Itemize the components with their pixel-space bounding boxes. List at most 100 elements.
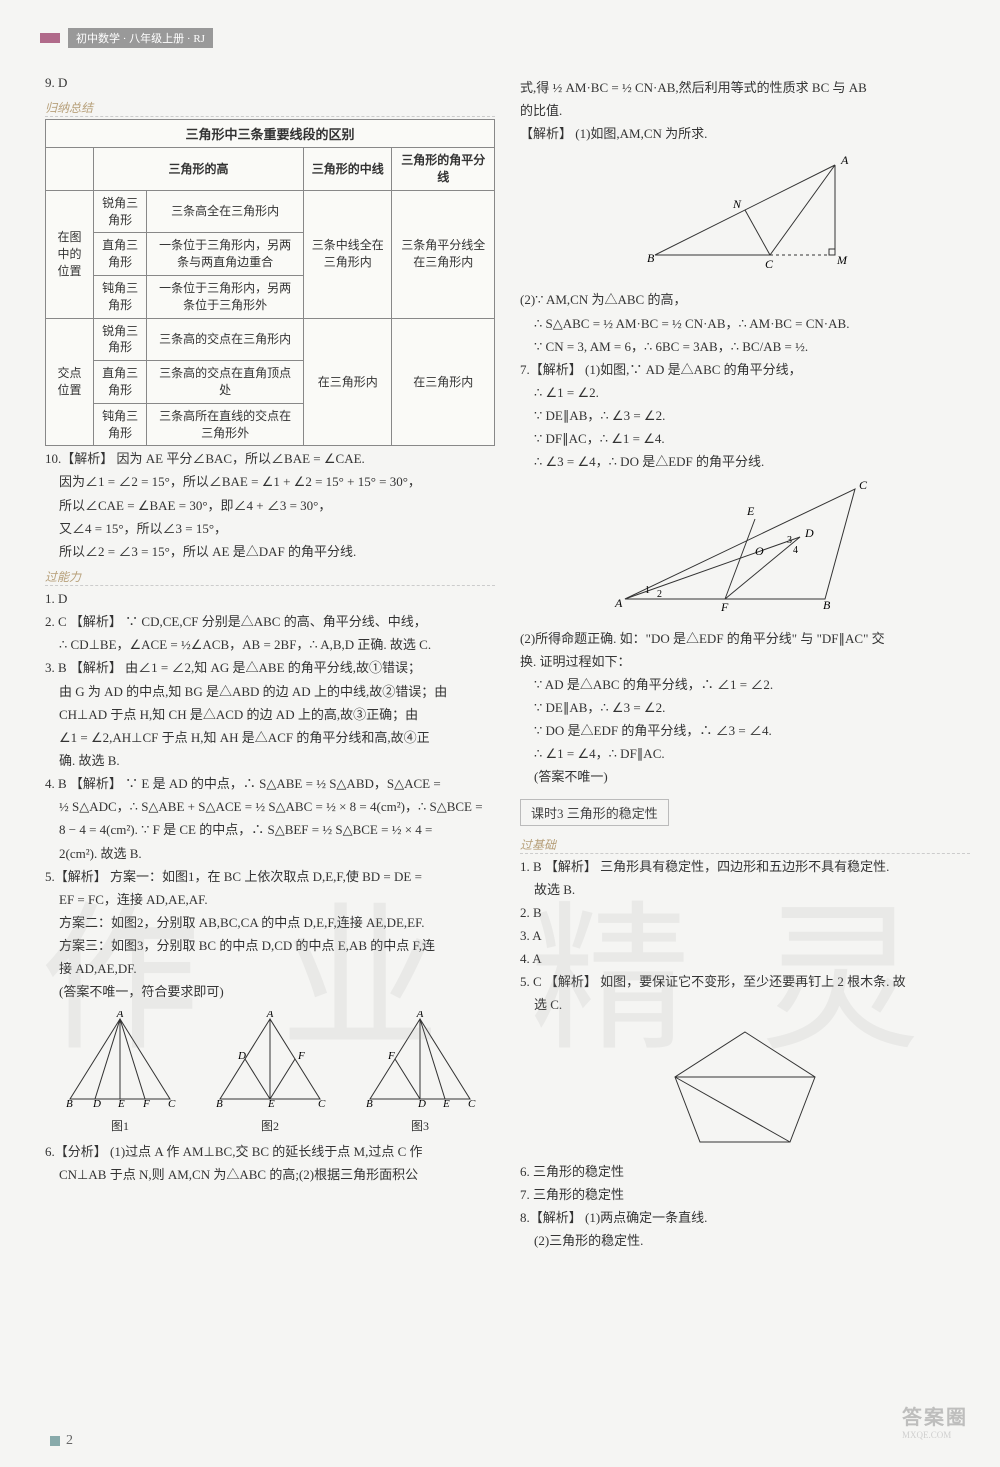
- q7b-l3: ∵ AD 是△ABC 的角平分线，∴ ∠1 = ∠2.: [520, 675, 970, 695]
- q7-l5: ∴ ∠3 = ∠4，∴ DO 是△EDF 的角平分线.: [520, 452, 970, 472]
- c6-l1: 式,得 ½ AM·BC = ½ CN·AB,然后利用等式的性质求 BC 与 AB: [520, 78, 970, 98]
- b7: 7. 三角形的稳定性: [520, 1185, 970, 1205]
- svg-text:E: E: [442, 1098, 450, 1110]
- fig7-triangle-icon: A B C D E F O 1 2 3 4: [595, 479, 895, 619]
- corner-brand: 答案圈 MXQE.COM: [902, 1401, 992, 1461]
- q7b-l2: 换. 证明过程如下：: [520, 652, 970, 672]
- cell: 一条位于三角形内，另两条与两直角边重合: [147, 233, 304, 276]
- svg-text:3: 3: [787, 535, 792, 546]
- b3: 3. A: [520, 926, 970, 946]
- q7-l3: ∵ DE∥AB，∴ ∠3 = ∠2.: [520, 406, 970, 426]
- svg-text:A: A: [416, 1011, 424, 1020]
- svg-text:A: A: [614, 596, 623, 610]
- fig6-triangle-icon: A B C M N: [615, 150, 875, 280]
- page-number: 2: [66, 1433, 73, 1449]
- fig1: A B D E F C 图1: [60, 1011, 180, 1134]
- fig-row-triangles: A B D E F C 图1 A B D F: [45, 1011, 495, 1134]
- svg-text:C: C: [468, 1098, 476, 1110]
- a6-l2: CN⊥AB 于点 N,则 AM,CN 为△ABC 的高;(2)根据三角形面积公: [45, 1165, 495, 1185]
- a3-l1: 3. B 【解析】 由∠1 = ∠2,知 AG 是△ABE 的角平分线,故①错误…: [45, 658, 495, 678]
- svg-text:A: A: [266, 1011, 274, 1020]
- svg-text:D: D: [92, 1098, 101, 1110]
- svg-text:B: B: [366, 1098, 373, 1110]
- lesson3-title: 课时3 三角形的稳定性: [520, 799, 669, 826]
- svg-text:A: A: [840, 153, 849, 167]
- q10-l5: 所以∠2 = ∠3 = 15°，所以 AE 是△DAF 的角平分线.: [45, 542, 495, 562]
- fig3: A B F D E C 图3: [360, 1011, 480, 1134]
- a2-l1: 2. C 【解析】 ∵ CD,CE,CF 分别是△ABC 的高、角平分线、中线，: [45, 612, 495, 632]
- svg-text:F: F: [142, 1098, 150, 1110]
- pentagon-icon: [665, 1022, 825, 1152]
- svg-text:A: A: [116, 1011, 124, 1020]
- th-median: 三角形的中线: [304, 148, 392, 191]
- triangle1-icon: A B D E F C: [60, 1011, 180, 1111]
- b1-l1: 1. B 【解析】 三角形具有稳定性，四边形和五边形不具有稳定性.: [520, 857, 970, 877]
- cell: 三条高所在直线的交点在三角形外: [147, 403, 304, 446]
- th-blank: [46, 148, 94, 191]
- a4-l4: 2(cm²). 故选 B.: [45, 844, 495, 864]
- cell: 直角三角形: [94, 361, 147, 404]
- cell: 直角三角形: [94, 233, 147, 276]
- a5-l1: 5.【解析】 方案一：如图1，在 BC 上依次取点 D,E,F,使 BD = D…: [45, 867, 495, 887]
- a5-l6: (答案不唯一，符合要求即可): [45, 982, 495, 1002]
- row-int-head: 交点位置: [46, 318, 94, 446]
- fig3-cap: 图3: [360, 1117, 480, 1134]
- page-content: 9. D 归纳总结 三角形中三条重要线段的区别 三角形的高 三角形的中线 三角形…: [0, 0, 1000, 1274]
- svg-text:E: E: [267, 1098, 275, 1110]
- svg-text:C: C: [168, 1098, 176, 1110]
- p2-l1: (2)∵ AM,CN 为△ABC 的高，: [520, 290, 970, 310]
- q7b-l5: ∵ DO 是△EDF 的角平分线，∴ ∠3 = ∠4.: [520, 721, 970, 741]
- a6-l1: 6.【分析】 (1)过点 A 作 AM⊥BC,交 BC 的延长线于点 M,过点 …: [45, 1142, 495, 1162]
- q7b-l4: ∵ DE∥AB，∴ ∠3 = ∠2.: [520, 698, 970, 718]
- a3-l3: CH⊥AD 于点 H,知 CH 是△ACD 的边 AD 上的高,故③正确；由: [45, 705, 495, 725]
- a5-l5: 接 AD,AE,DF.: [45, 959, 495, 979]
- page-footer: 2: [50, 1433, 73, 1449]
- q7-l2: ∴ ∠1 = ∠2.: [520, 383, 970, 403]
- cell: 在三角形内: [304, 318, 392, 446]
- svg-text:C: C: [765, 257, 774, 271]
- cell: 在三角形内: [392, 318, 495, 446]
- b8-l2: (2)三角形的稳定性.: [520, 1231, 970, 1251]
- q7-l4: ∵ DF∥AC，∴ ∠1 = ∠4.: [520, 429, 970, 449]
- q10-l3: 所以∠CAE = ∠BAE = 30°，即∠4 + ∠3 = 30°，: [45, 496, 495, 516]
- header-subject: 初中数学 · 八年级上册 · RJ: [68, 28, 213, 48]
- q7-l1: 7.【解析】 (1)如图,∵ AD 是△ABC 的角平分线，: [520, 360, 970, 380]
- summary-label: 归纳总结: [45, 99, 495, 117]
- cell: 钝角三角形: [94, 403, 147, 446]
- footer-decor: [50, 1436, 60, 1446]
- table-title: 三角形中三条重要线段的区别: [45, 119, 495, 147]
- a3-l5: 确. 故选 B.: [45, 751, 495, 771]
- cell: 一条位于三角形内，另两条位于三角形外: [147, 275, 304, 318]
- svg-text:F: F: [720, 600, 729, 614]
- p2-l3: ∵ CN = 3, AM = 6，∴ 6BC = 3AB，∴ BC/AB = ½…: [520, 337, 970, 357]
- svg-text:2: 2: [657, 589, 662, 600]
- fig1-cap: 图1: [60, 1117, 180, 1134]
- a4-l1: 4. B 【解析】 ∵ E 是 AD 的中点，∴ S△ABE = ½ S△ABD…: [45, 774, 495, 794]
- svg-text:M: M: [836, 253, 848, 267]
- a1: 1. D: [45, 589, 495, 609]
- c6-l2: 的比值.: [520, 101, 970, 121]
- svg-text:B: B: [66, 1098, 73, 1110]
- b2: 2. B: [520, 903, 970, 923]
- svg-text:E: E: [117, 1098, 125, 1110]
- cell: 三条高的交点在三角形内: [147, 318, 304, 361]
- brand-text: 答案圈: [902, 1401, 992, 1430]
- row-pos-head: 在图中的位置: [46, 190, 94, 318]
- svg-text:F: F: [297, 1050, 305, 1062]
- svg-text:N: N: [732, 197, 742, 211]
- header-decor: [40, 33, 60, 43]
- b8-l1: 8.【解析】 (1)两点确定一条直线.: [520, 1208, 970, 1228]
- svg-text:B: B: [823, 598, 831, 612]
- svg-text:B: B: [647, 251, 655, 265]
- ability-label: 过能力: [45, 568, 495, 586]
- cell: 锐角三角形: [94, 318, 147, 361]
- right-column: 式,得 ½ AM·BC = ½ CN·AB,然后利用等式的性质求 BC 与 AB…: [520, 75, 970, 1254]
- q10-l1: 10.【解析】 因为 AE 平分∠BAC，所以∠BAE = ∠CAE.: [45, 449, 495, 469]
- fig2: A B D F E C 图2: [210, 1011, 330, 1134]
- q10-l4: 又∠4 = 15°，所以∠3 = 15°，: [45, 519, 495, 539]
- a2-l2: ∴ CD⊥BE，∠ACE = ½∠ACB，AB = 2BF，∴ A,B,D 正确…: [45, 635, 495, 655]
- cell: 钝角三角形: [94, 275, 147, 318]
- svg-text:B: B: [216, 1098, 223, 1110]
- q7b-l7: (答案不唯一): [520, 767, 970, 787]
- basic-label: 过基础: [520, 836, 970, 854]
